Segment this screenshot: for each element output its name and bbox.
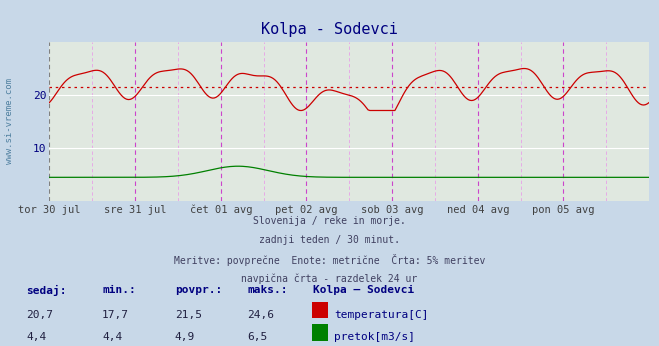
Text: Meritve: povprečne  Enote: metrične  Črta: 5% meritev: Meritve: povprečne Enote: metrične Črta:… bbox=[174, 254, 485, 266]
Text: zadnji teden / 30 minut.: zadnji teden / 30 minut. bbox=[259, 235, 400, 245]
Text: 4,4: 4,4 bbox=[26, 332, 47, 342]
Text: 4,9: 4,9 bbox=[175, 332, 195, 342]
Text: min.:: min.: bbox=[102, 285, 136, 295]
Text: 17,7: 17,7 bbox=[102, 310, 129, 320]
Text: Kolpa - Sodevci: Kolpa - Sodevci bbox=[261, 22, 398, 37]
Text: www.si-vreme.com: www.si-vreme.com bbox=[5, 78, 14, 164]
Text: Slovenija / reke in morje.: Slovenija / reke in morje. bbox=[253, 216, 406, 226]
Text: 4,4: 4,4 bbox=[102, 332, 123, 342]
Text: pretok[m3/s]: pretok[m3/s] bbox=[334, 332, 415, 342]
Text: temperatura[C]: temperatura[C] bbox=[334, 310, 428, 320]
Text: maks.:: maks.: bbox=[247, 285, 287, 295]
Text: sedaj:: sedaj: bbox=[26, 285, 67, 297]
Text: Kolpa – Sodevci: Kolpa – Sodevci bbox=[313, 285, 415, 295]
Text: 21,5: 21,5 bbox=[175, 310, 202, 320]
Text: povpr.:: povpr.: bbox=[175, 285, 222, 295]
Text: 20,7: 20,7 bbox=[26, 310, 53, 320]
Text: navpična črta - razdelek 24 ur: navpična črta - razdelek 24 ur bbox=[241, 273, 418, 284]
Text: 24,6: 24,6 bbox=[247, 310, 274, 320]
Text: 6,5: 6,5 bbox=[247, 332, 268, 342]
